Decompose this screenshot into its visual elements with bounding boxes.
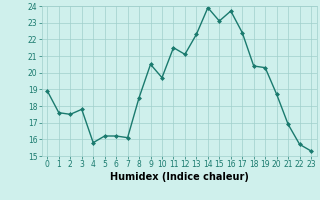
X-axis label: Humidex (Indice chaleur): Humidex (Indice chaleur) — [110, 172, 249, 182]
